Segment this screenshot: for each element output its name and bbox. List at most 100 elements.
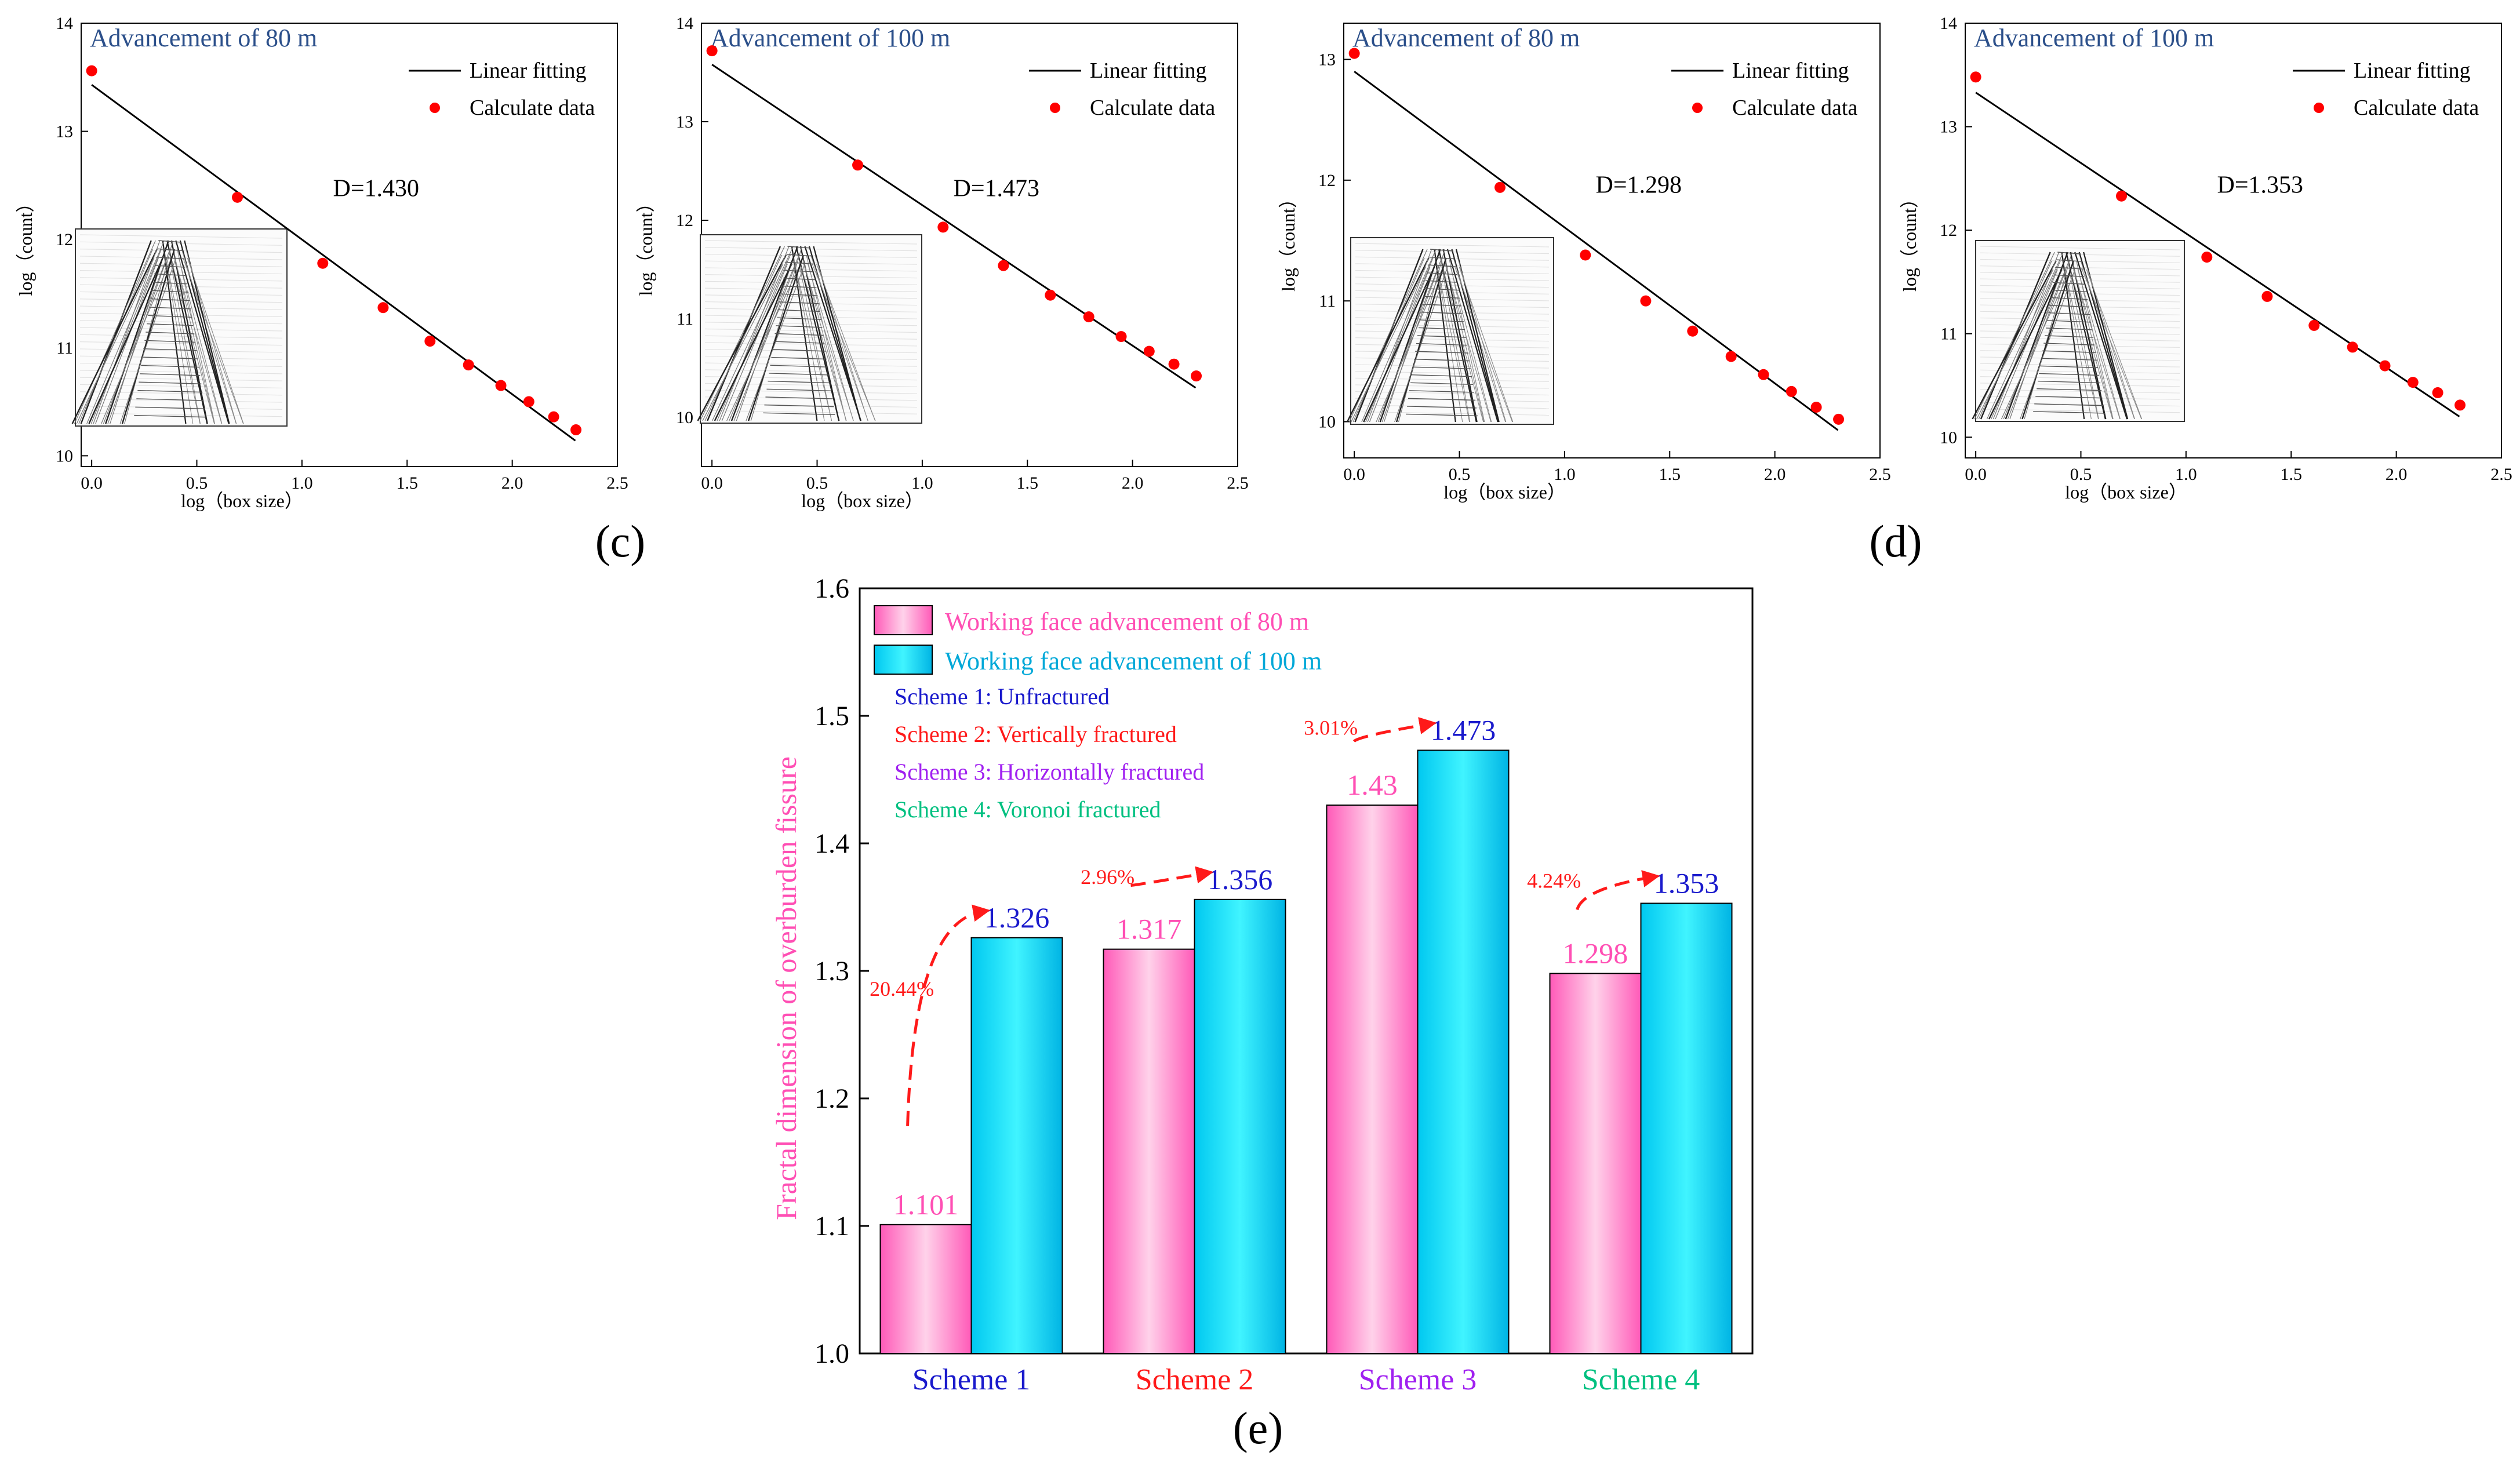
inset-fracture-line — [2021, 260, 2074, 420]
y-tick-label: 14 — [56, 14, 73, 33]
x-tick-label: 1.5 — [1659, 465, 1681, 484]
inset-hatch — [1980, 298, 2180, 303]
inset-layer-line — [776, 325, 823, 328]
inset-layer-line — [2038, 380, 2101, 384]
legend-marker-symbol — [1692, 103, 1703, 113]
inset-fracture-line — [178, 257, 223, 424]
x-tick-label: 0.0 — [701, 474, 723, 493]
data-point — [570, 424, 582, 436]
inset-fracture-line — [794, 263, 832, 421]
data-point — [2261, 290, 2273, 302]
bar-100m — [1417, 749, 1510, 1354]
inset-layer-line — [148, 315, 192, 318]
category-label: Scheme 1 — [912, 1363, 1031, 1396]
bar-value-label: 1.101 — [893, 1188, 959, 1221]
inset-hatch — [1980, 402, 2180, 407]
inset-layer-line — [769, 373, 830, 376]
inset-hatch — [1355, 323, 1550, 328]
inset-fracture-line — [88, 257, 163, 424]
x-tick-label: 0.5 — [806, 474, 828, 493]
inset-fracture-line — [2067, 260, 2113, 420]
fractal-dimension-annotation: D=1.353 — [2217, 172, 2303, 199]
growth-arrow — [1352, 717, 1437, 743]
inset-fracture-line — [2005, 252, 2068, 420]
x-tick-label: 2.0 — [501, 474, 523, 493]
inset-layer-line — [1413, 358, 1470, 362]
inset-hatch — [1355, 405, 1550, 409]
inset-fracture-line — [807, 263, 854, 421]
x-axis-label: log（box size） — [181, 490, 303, 511]
inset-layer-line — [1430, 249, 1454, 252]
inset-fracture-line — [162, 240, 187, 424]
data-point — [377, 302, 389, 314]
inset-layer-line — [2049, 304, 2089, 308]
inset-layer-line — [786, 253, 812, 257]
inset-layer-line — [772, 349, 826, 352]
data-point — [2407, 377, 2419, 388]
y-tick-label: 14 — [676, 14, 693, 33]
inset-hatch — [704, 260, 918, 265]
growth-percent-label: 4.24% — [1527, 869, 1581, 892]
chart-title: Advancement of 100 m — [710, 24, 950, 52]
data-point — [706, 45, 718, 57]
inset-layer-line — [773, 341, 825, 344]
inset-hatch — [1980, 292, 2180, 296]
fracture-inset-image — [697, 234, 922, 424]
inset-hatch — [704, 274, 918, 279]
category-label: Scheme 4 — [1582, 1363, 1700, 1396]
data-point — [2347, 341, 2358, 353]
inset-layer-line — [2040, 365, 2099, 369]
x-tick-label: 0.0 — [1343, 465, 1365, 484]
inset-hatch — [1980, 369, 2180, 374]
inset-fracture-line — [2063, 260, 2092, 420]
inset-layer-line — [1405, 413, 1478, 417]
inset-hatch — [704, 281, 918, 285]
inset-fracture-line — [810, 254, 868, 421]
inset-layer-line — [2035, 396, 2103, 399]
inset-fracture-line — [107, 257, 168, 424]
panel-label-e: (e) — [1233, 1403, 1283, 1453]
inset-layer-line — [1423, 296, 1461, 299]
inset-layer-line — [158, 240, 182, 243]
y-tick-label: 1.4 — [814, 828, 849, 859]
inset-hatch — [1355, 283, 1550, 288]
inset-hatch — [79, 370, 283, 374]
bar-80m — [879, 1224, 972, 1355]
legend-swatch-100m — [874, 645, 933, 675]
inset-hatch — [79, 270, 283, 275]
inset-fracture-line — [702, 263, 784, 421]
data-point — [852, 159, 864, 171]
inset-hatch — [79, 362, 283, 367]
y-tick-label: 11 — [1940, 325, 1957, 344]
inset-layer-line — [134, 414, 206, 418]
x-tick-label: 2.0 — [1122, 474, 1144, 493]
inset-fracture-line — [187, 257, 244, 424]
inset-fracture-line — [1381, 266, 1439, 423]
legend-marker-symbol — [430, 103, 440, 113]
scheme-note: Scheme 2: Vertically fractured — [894, 721, 1177, 747]
growth-percent-label: 3.01% — [1304, 716, 1358, 739]
inset-fracture-line — [1988, 269, 2063, 420]
chart-title: Advancement of 80 m — [1352, 24, 1580, 52]
y-tick-label: 1.6 — [814, 573, 849, 604]
inset-layer-line — [139, 381, 202, 384]
inset-fracture-line — [1376, 266, 1444, 423]
inset-layer-line — [2054, 274, 2085, 277]
data-point — [2308, 319, 2320, 331]
inset-layer-line — [1424, 288, 1460, 291]
inset-layer-line — [2048, 312, 2090, 315]
y-axis-label: log（count） — [1278, 190, 1299, 292]
inset-fracture-line — [1442, 249, 1478, 423]
inset-hatch — [1355, 317, 1550, 322]
inset-hatch — [79, 320, 283, 325]
inset-fracture-line — [90, 249, 162, 424]
inset-fracture-line — [1379, 249, 1441, 423]
inset-fracture-line — [1367, 249, 1432, 423]
inset-layer-line — [2053, 282, 2086, 285]
inset-fracture-line — [1454, 266, 1513, 423]
inset-layer-line — [2052, 289, 2087, 293]
y-tick-label: 10 — [676, 408, 693, 427]
inset-hatch — [704, 240, 918, 245]
inset-layer-line — [2041, 358, 2097, 361]
inset-hatch — [1355, 377, 1550, 382]
